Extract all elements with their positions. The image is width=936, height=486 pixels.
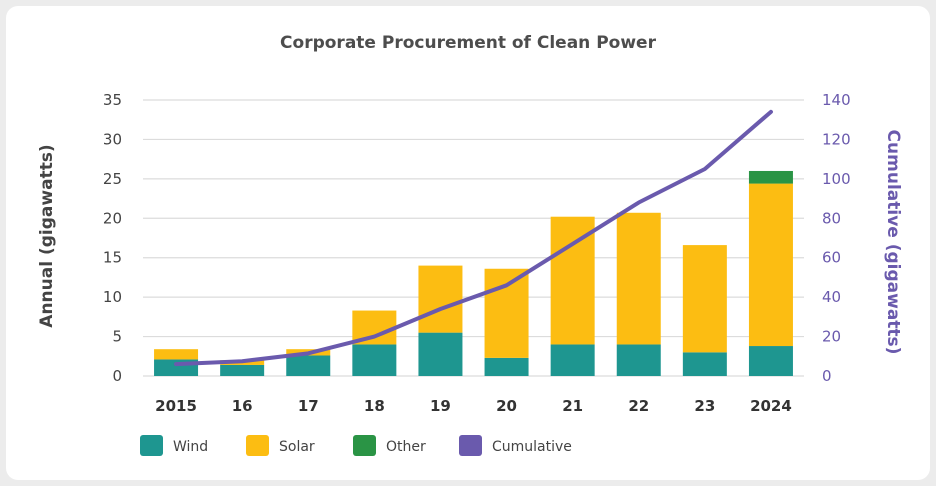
cumulative-line-group xyxy=(174,109,773,367)
bar-solar-19 xyxy=(418,265,463,333)
bar-solar-22 xyxy=(616,212,661,345)
bar-wind-22 xyxy=(616,344,661,376)
y-tick-label-left: 5 xyxy=(112,328,122,346)
y-tick-label-left: 10 xyxy=(103,288,122,306)
legend-label-cumulative: Cumulative xyxy=(492,439,572,455)
bar-solar-2015 xyxy=(154,349,199,360)
y-axis-label-left: Annual (gigawatts) xyxy=(37,144,57,327)
x-tick-label: 23 xyxy=(694,397,715,415)
x-tick-label: 17 xyxy=(298,397,319,415)
cumulative-line xyxy=(174,109,773,367)
x-tick-label: 2015 xyxy=(155,397,197,415)
y-tick-label-right: 20 xyxy=(822,328,841,346)
chart-card: Corporate Procurement of Clean Power 0 0 5… xyxy=(6,6,930,480)
y-tick-label-left: 15 xyxy=(103,249,122,267)
bar-wind-17 xyxy=(286,355,331,376)
bar-solar-23 xyxy=(682,245,727,353)
bar-wind-16 xyxy=(220,364,265,376)
y-tick-label-left: 25 xyxy=(103,170,122,188)
axis-ticks: 0 0 5 20 10 40 15 60 20 80 25 100 30 120 35 140 2015 16 17… xyxy=(103,91,851,415)
x-tick-label: 19 xyxy=(430,397,451,415)
y-tick-label-right: 0 xyxy=(822,367,832,385)
chart-title: Corporate Procurement of Clean Power xyxy=(280,33,657,53)
legend-label-other: Other xyxy=(386,439,426,455)
x-tick-label: 2024 xyxy=(750,397,792,415)
bar-solar-20 xyxy=(484,268,529,358)
y-tick-label-right: 120 xyxy=(822,130,851,148)
legend-swatch-cumulative xyxy=(459,435,482,456)
x-tick-label: 21 xyxy=(562,397,583,415)
bar-wind-18 xyxy=(352,344,397,376)
legend-label-solar: Solar xyxy=(279,439,315,455)
y-axis-label-right: Cumulative (gigawatts) xyxy=(883,130,903,355)
bar-other-2024 xyxy=(748,170,793,184)
y-tick-label-left: 35 xyxy=(103,91,122,109)
y-tick-label-left: 20 xyxy=(103,209,122,227)
y-tick-label-left: 30 xyxy=(103,130,122,148)
x-tick-label: 20 xyxy=(496,397,517,415)
y-tick-label-right: 140 xyxy=(822,91,851,109)
bar-wind-20 xyxy=(484,357,529,376)
bar-wind-19 xyxy=(418,332,463,376)
x-tick-label: 16 xyxy=(232,397,253,415)
legend-label-wind: Wind xyxy=(173,439,208,455)
y-tick-label-right: 60 xyxy=(822,249,841,267)
bar-wind-23 xyxy=(682,352,727,376)
bar-solar-21 xyxy=(550,216,595,345)
y-tick-label-right: 40 xyxy=(822,288,841,306)
bar-wind-21 xyxy=(550,344,595,376)
clean-power-chart: Corporate Procurement of Clean Power 0 0 5… xyxy=(37,33,903,456)
bar-wind-2024 xyxy=(748,346,793,376)
y-tick-label-left: 0 xyxy=(112,367,122,385)
y-tick-label-right: 100 xyxy=(822,170,851,188)
x-tick-label: 22 xyxy=(628,397,649,415)
bar-solar-2024 xyxy=(748,183,793,347)
bars xyxy=(154,170,793,376)
x-tick-label: 18 xyxy=(364,397,385,415)
legend-swatch-other xyxy=(353,435,376,456)
legend-swatch-wind xyxy=(140,435,163,456)
y-tick-label-right: 80 xyxy=(822,209,841,227)
legend-swatch-solar xyxy=(246,435,269,456)
legend: Wind Solar Other Cumulative xyxy=(140,435,572,456)
